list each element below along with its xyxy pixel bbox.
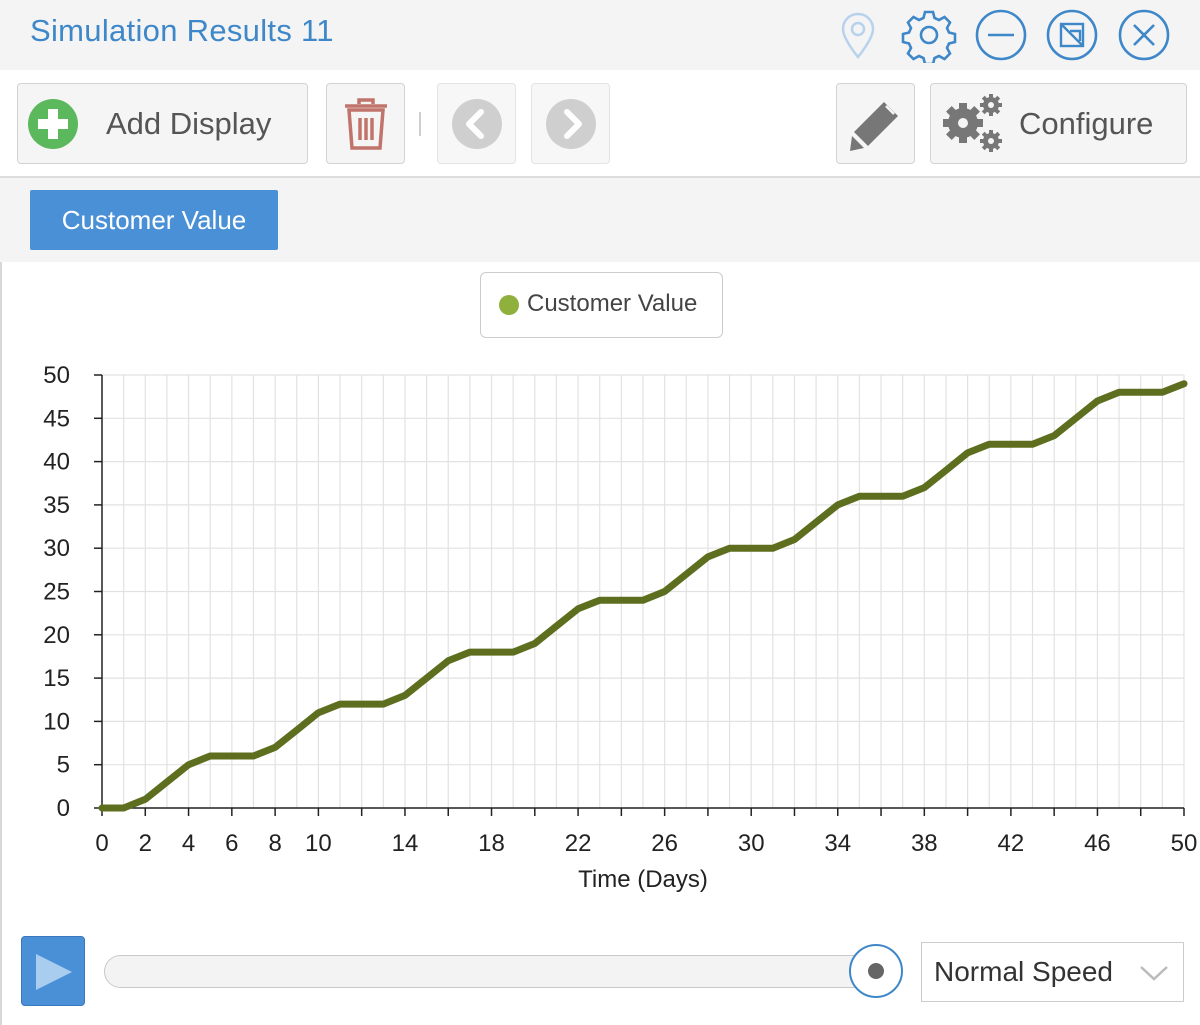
pencil-icon — [850, 102, 898, 151]
y-tick-label: 45 — [43, 405, 70, 432]
time-slider-track[interactable] — [104, 955, 884, 988]
y-tick-label: 20 — [43, 622, 70, 649]
x-tick-label: 38 — [911, 830, 938, 857]
window-title: Simulation Results 11 — [30, 13, 334, 48]
x-tick-label: 18 — [478, 830, 505, 857]
x-tick-label: 4 — [182, 830, 195, 857]
previous-button[interactable] — [437, 83, 516, 164]
x-tick-label: 26 — [651, 830, 678, 857]
y-tick-label: 30 — [43, 535, 70, 562]
time-slider-thumb[interactable] — [849, 944, 903, 998]
chart-area: 0 5 10 15 20 25 30 35 40 45 50 0 2 4 6 8 10 14 18 22 26 30 34 3… — [0, 262, 1200, 922]
configure-button[interactable]: Configure — [930, 83, 1187, 164]
minimize-icon[interactable] — [973, 7, 1029, 63]
y-tick-label: 35 — [43, 492, 70, 519]
x-axis-label: Time (Days) — [578, 866, 708, 893]
x-tick-label: 42 — [998, 830, 1025, 857]
x-tick-label: 6 — [225, 830, 238, 857]
x-tick-label: 30 — [738, 830, 765, 857]
delete-button[interactable] — [326, 83, 405, 164]
chevron-left-icon — [452, 99, 502, 149]
gears-icon — [943, 94, 1002, 152]
speed-select[interactable]: Normal Speed — [921, 942, 1184, 1002]
y-tick-label: 5 — [57, 752, 70, 779]
next-button[interactable] — [531, 83, 610, 164]
x-tick-label: 34 — [824, 830, 851, 857]
title-bar: Simulation Results 11 — [0, 0, 1200, 70]
trash-icon — [345, 98, 387, 150]
y-tick-label: 25 — [43, 579, 70, 606]
series-line-customer-value — [98, 380, 1188, 812]
x-tick-label: 46 — [1084, 830, 1111, 857]
y-tick-label: 40 — [43, 449, 70, 476]
tab-customer-value[interactable]: Customer Value — [30, 190, 278, 250]
y-tick-label: 50 — [43, 362, 70, 389]
y-tick-label: 10 — [43, 708, 70, 735]
x-tick-label: 22 — [565, 830, 592, 857]
chevron-right-icon — [546, 99, 596, 149]
x-tick-label: 14 — [392, 830, 419, 857]
x-tick-label: 0 — [95, 830, 108, 857]
x-tick-label: 50 — [1171, 830, 1198, 857]
chevron-down-icon — [1140, 966, 1168, 981]
x-tick-label: 8 — [268, 830, 281, 857]
close-icon[interactable] — [1116, 7, 1172, 63]
gear-icon[interactable] — [901, 7, 957, 66]
tab-bar: Customer Value — [0, 178, 1200, 262]
toolbar: Add Display — [0, 70, 1200, 178]
legend-swatch — [499, 295, 519, 315]
chart-legend[interactable]: Customer Value — [480, 272, 723, 338]
configure-label: Configure — [1019, 106, 1154, 141]
y-tick-label: 15 — [43, 665, 70, 692]
add-display-button[interactable]: Add Display — [17, 83, 308, 164]
x-tick-label: 10 — [305, 830, 332, 857]
add-display-label: Add Display — [106, 106, 272, 141]
edit-button[interactable] — [836, 83, 915, 164]
pin-icon[interactable] — [830, 7, 886, 63]
play-icon — [36, 954, 72, 990]
legend-label: Customer Value — [527, 290, 698, 317]
plus-circle-icon — [28, 99, 78, 149]
y-tick-label: 0 — [57, 795, 70, 822]
toolbar-separator — [419, 112, 421, 136]
x-tick-label: 2 — [139, 830, 152, 857]
popout-icon[interactable] — [1044, 7, 1100, 63]
speed-value: Normal Speed — [934, 956, 1113, 987]
play-button[interactable] — [21, 936, 85, 1006]
